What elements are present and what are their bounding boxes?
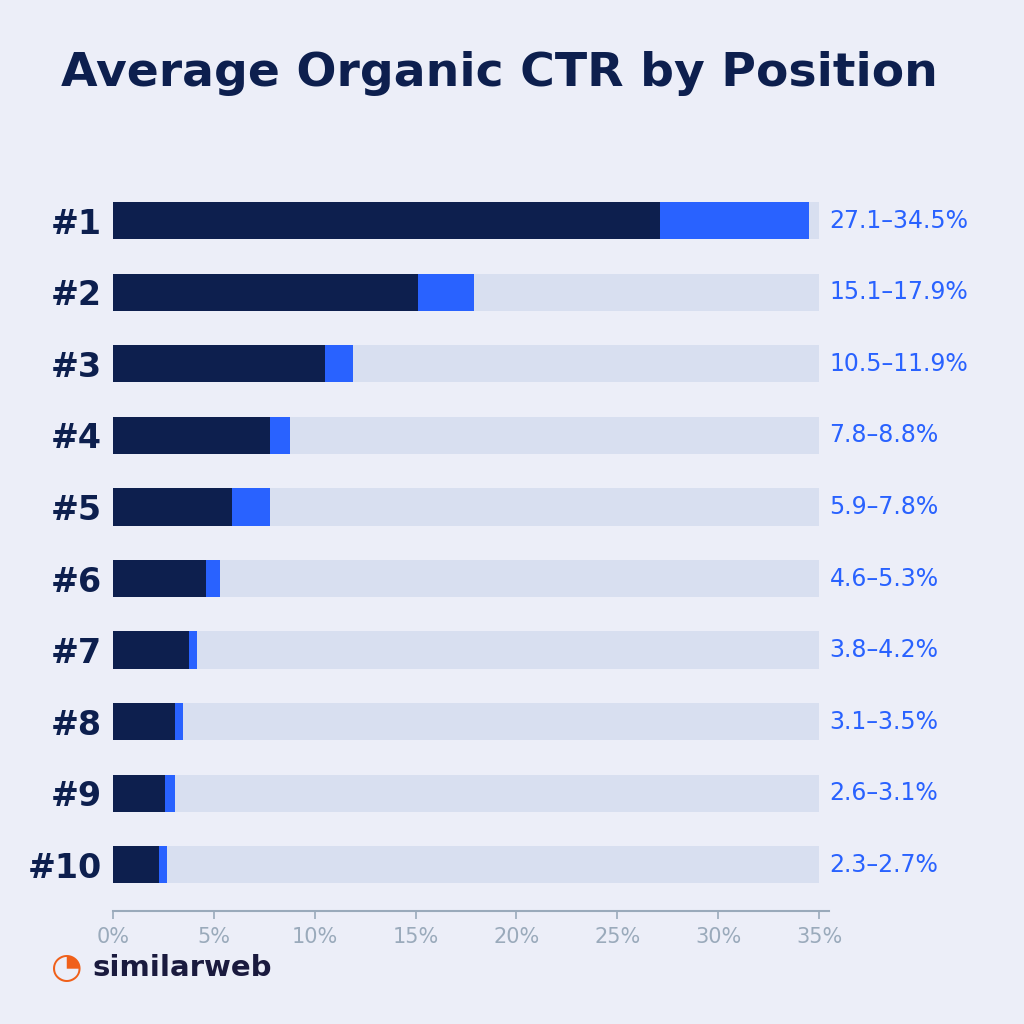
Text: 7.8–8.8%: 7.8–8.8% (829, 423, 939, 447)
Bar (113, 488, 819, 525)
Bar (113, 417, 819, 454)
Bar (159, 846, 167, 884)
Text: Average Organic CTR by Position: Average Organic CTR by Position (61, 51, 938, 96)
Bar (165, 774, 175, 812)
Bar (113, 345, 819, 382)
Bar (113, 273, 418, 311)
Bar (113, 632, 189, 669)
Bar (113, 273, 819, 311)
Text: 5.9–7.8%: 5.9–7.8% (829, 495, 939, 519)
Bar (113, 774, 165, 812)
Text: ◔: ◔ (51, 950, 82, 985)
Bar (231, 488, 270, 525)
Bar (113, 202, 659, 240)
Bar (113, 703, 819, 740)
Bar (175, 703, 183, 740)
Bar (113, 202, 819, 240)
Bar (659, 202, 809, 240)
Text: 3.8–4.2%: 3.8–4.2% (829, 638, 938, 663)
Bar (189, 632, 198, 669)
Text: 3.1–3.5%: 3.1–3.5% (829, 710, 938, 733)
Text: 2.6–3.1%: 2.6–3.1% (829, 781, 938, 805)
Text: 15.1–17.9%: 15.1–17.9% (829, 281, 968, 304)
Bar (113, 846, 159, 884)
Bar (113, 632, 819, 669)
Text: similarweb: similarweb (92, 953, 271, 982)
Bar (113, 560, 819, 597)
Text: 27.1–34.5%: 27.1–34.5% (829, 209, 969, 232)
Text: 2.3–2.7%: 2.3–2.7% (829, 853, 938, 877)
Bar (113, 488, 231, 525)
Bar (325, 345, 353, 382)
Bar (113, 703, 175, 740)
Text: 10.5–11.9%: 10.5–11.9% (829, 352, 968, 376)
Bar (206, 560, 220, 597)
Bar (113, 846, 819, 884)
Bar (113, 560, 206, 597)
Bar (113, 345, 325, 382)
Bar (418, 273, 474, 311)
Text: 4.6–5.3%: 4.6–5.3% (829, 566, 939, 591)
Bar (270, 417, 291, 454)
Bar (113, 417, 270, 454)
Bar (113, 774, 819, 812)
